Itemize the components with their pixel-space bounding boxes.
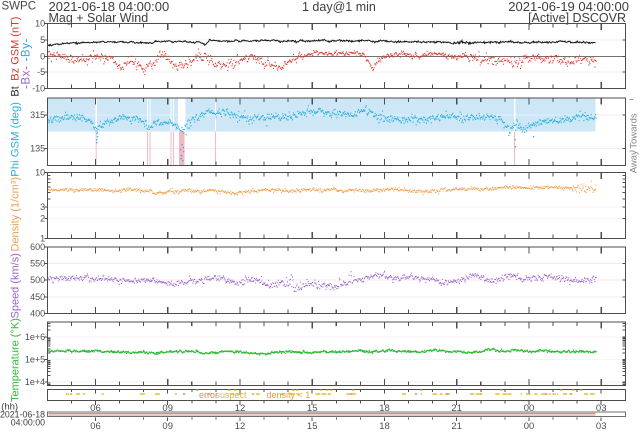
svg-text:12: 12 xyxy=(235,421,246,430)
svg-text:0: 0 xyxy=(40,52,45,62)
svg-text:10: 10 xyxy=(35,168,45,178)
svg-text:550: 550 xyxy=(30,259,45,269)
svg-text:-Bx-: -Bx- xyxy=(21,66,33,89)
svg-text:Temperature (°K): Temperature (°K) xyxy=(9,318,21,402)
svg-text:Towards: Towards xyxy=(628,113,639,149)
svg-text:15: 15 xyxy=(307,421,318,430)
svg-text:1e+4: 1e+4 xyxy=(25,377,45,387)
svg-text:04:00:00: 04:00:00 xyxy=(11,417,45,427)
svg-text:5: 5 xyxy=(40,35,45,45)
svg-text:09: 09 xyxy=(162,421,173,430)
svg-text:Away: Away xyxy=(628,150,639,173)
svg-text:[Active] DSCOVR: [Active] DSCOVR xyxy=(528,11,626,25)
svg-text:density < 1: density < 1 xyxy=(267,390,311,400)
svg-text:-10: -10 xyxy=(32,84,45,94)
svg-text:suspect: suspect xyxy=(216,390,248,400)
svg-text:Bt: Bt xyxy=(9,86,21,96)
svg-text:06: 06 xyxy=(90,421,101,430)
svg-text:SWPC: SWPC xyxy=(2,0,37,12)
svg-text:10: 10 xyxy=(35,19,45,29)
svg-text:Phi GSM (deg): Phi GSM (deg) xyxy=(9,102,21,177)
svg-text:03: 03 xyxy=(596,421,607,430)
svg-text:450: 450 xyxy=(30,292,45,302)
svg-text:Density (1/cm³): Density (1/cm³) xyxy=(9,177,21,252)
svg-text:00: 00 xyxy=(524,421,535,430)
svg-text:18: 18 xyxy=(379,421,390,430)
svg-text:135: 135 xyxy=(30,144,45,154)
svg-text:500: 500 xyxy=(30,275,45,285)
svg-text:21: 21 xyxy=(451,421,462,430)
svg-text:600: 600 xyxy=(30,242,45,252)
svg-text:1e+5: 1e+5 xyxy=(25,355,45,365)
svg-text:Bz GSM (nT): Bz GSM (nT) xyxy=(9,17,21,81)
svg-text:-By-: -By- xyxy=(21,38,33,61)
svg-text:Mag + Solar Wind: Mag + Solar Wind xyxy=(49,11,149,25)
svg-text:Speed (km/s): Speed (km/s) xyxy=(9,253,21,318)
svg-text:1 day@1 min: 1 day@1 min xyxy=(302,0,376,14)
svg-text:315: 315 xyxy=(30,110,45,120)
svg-text:3: 3 xyxy=(40,202,45,212)
svg-text:400: 400 xyxy=(30,309,45,319)
svg-text:-5: -5 xyxy=(37,67,45,77)
svg-text:2: 2 xyxy=(40,214,45,224)
svg-text:1e+6: 1e+6 xyxy=(25,332,45,342)
